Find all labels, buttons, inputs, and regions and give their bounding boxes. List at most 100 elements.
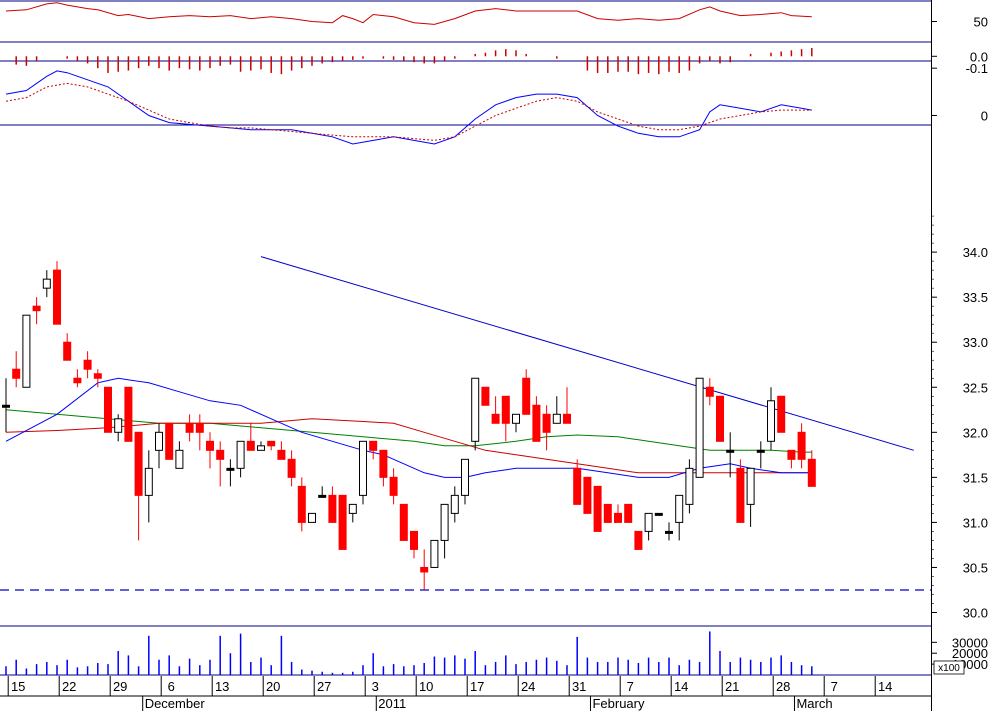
candle-body — [175, 449, 184, 469]
candle-body — [736, 467, 745, 523]
day-label: 10 — [419, 679, 433, 694]
candle — [389, 468, 398, 505]
candle-body — [675, 494, 684, 523]
histogram-panel — [15, 47, 813, 75]
candle — [175, 441, 184, 469]
candle — [359, 440, 367, 505]
candle-body — [124, 386, 133, 442]
rsi-tick-label: 50 — [974, 15, 988, 30]
candle-body — [206, 440, 214, 451]
candle — [379, 449, 388, 487]
volume-multiplier: x100 — [933, 660, 965, 675]
candle — [144, 450, 153, 523]
candle-body — [63, 341, 72, 361]
price-tick-label: 30.0 — [963, 605, 988, 620]
candle-body — [22, 314, 31, 388]
candle-body — [389, 476, 398, 496]
candle — [399, 503, 408, 541]
candle-body — [297, 485, 306, 523]
ma-blue-line — [5, 377, 812, 478]
candle-body — [583, 476, 592, 514]
candle — [450, 486, 459, 523]
candle-body — [573, 467, 582, 505]
candle — [246, 423, 255, 451]
candle-body — [532, 404, 541, 442]
candle-body — [93, 373, 102, 379]
macd-line — [5, 70, 812, 145]
x-axis: 15 22 29 6 13 20 27 3 10 17 24 31 7 14 21 28 7 14 December… — [7, 676, 892, 711]
candle-body — [257, 445, 265, 451]
candle — [685, 459, 694, 514]
candle-body — [216, 449, 225, 460]
volume-multiplier-box — [933, 660, 965, 675]
candle-body — [236, 440, 245, 469]
candle — [185, 414, 194, 442]
candle — [53, 261, 61, 325]
histogram-tick-label: 0.0 — [970, 49, 988, 64]
candle — [491, 396, 500, 424]
day-label: 14 — [674, 679, 688, 694]
candle — [644, 512, 653, 541]
macd-panel — [5, 70, 812, 145]
candle — [481, 386, 490, 406]
candle-body — [644, 512, 653, 532]
y-axis: 50 0.0-0.1 0 34.0 33.5 33.0 32.5 32.0 31.5 31.0 30… — [931, 15, 988, 675]
candle — [767, 387, 775, 451]
candle — [583, 476, 592, 514]
rsi-panel — [5, 2, 812, 25]
candle — [328, 486, 337, 523]
price-tick-label: 31.0 — [963, 515, 988, 530]
candle — [807, 450, 816, 487]
candle — [746, 467, 755, 527]
day-label: 24 — [521, 679, 535, 694]
candle — [501, 395, 510, 442]
day-label: 28 — [776, 679, 790, 694]
candle — [726, 432, 735, 478]
price-tick-label: 32.0 — [963, 425, 988, 440]
price-tick-label: 33.5 — [963, 290, 988, 305]
candle-body — [756, 449, 765, 453]
candle-body — [2, 404, 10, 408]
rsi-line — [5, 2, 812, 25]
candle-body — [32, 305, 41, 312]
candle-body — [287, 458, 296, 478]
candle — [573, 459, 582, 505]
day-label: 20 — [266, 679, 280, 694]
candle — [777, 395, 786, 433]
candle-body — [359, 440, 367, 496]
candle-body — [716, 395, 724, 442]
candle-body — [12, 368, 21, 379]
candle-body — [348, 503, 357, 514]
candle — [665, 522, 673, 541]
candle-body — [552, 413, 561, 424]
candle-body — [420, 566, 429, 573]
candle-body — [461, 458, 469, 496]
candle-body — [705, 386, 714, 397]
candle — [634, 530, 643, 550]
candle-body — [267, 440, 276, 447]
candle — [471, 377, 480, 451]
day-label: 17 — [470, 679, 484, 694]
candle — [73, 369, 82, 388]
macd-tick-label: 0 — [981, 108, 988, 123]
candle — [134, 431, 143, 541]
candle-body — [450, 494, 459, 514]
volume-panel — [5, 631, 813, 675]
candle — [348, 503, 357, 523]
candle-body — [481, 386, 490, 406]
candle — [155, 423, 163, 469]
candle — [512, 413, 520, 433]
candle-body — [379, 449, 388, 478]
candle-body — [807, 458, 816, 487]
candle — [624, 503, 633, 523]
price-tick-label: 32.5 — [963, 380, 988, 395]
day-label: 22 — [62, 679, 76, 694]
candle — [32, 297, 41, 325]
macd-signal-line — [5, 82, 812, 141]
candle-body — [338, 494, 347, 550]
candle — [42, 270, 51, 298]
candle — [236, 440, 245, 478]
candle-body — [695, 377, 704, 478]
candle-body — [624, 503, 633, 523]
